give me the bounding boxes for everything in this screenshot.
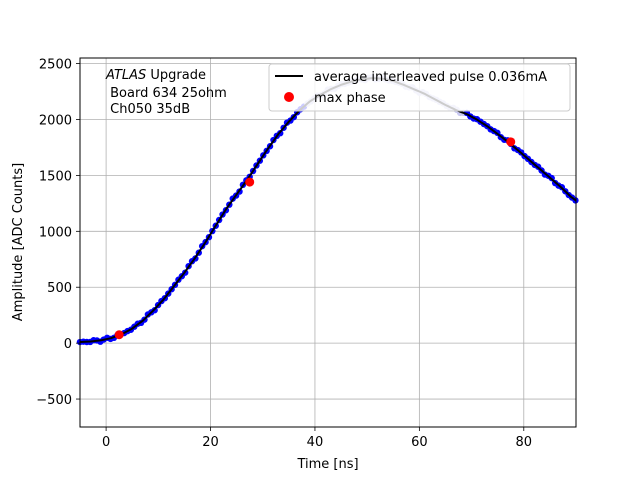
- annotation-line-3: Ch050 35dB: [106, 102, 190, 117]
- grid: [80, 58, 576, 427]
- max-phase-point: [245, 177, 255, 187]
- y-tick-label: 1000: [39, 225, 72, 240]
- y-tick-label: −500: [36, 393, 72, 408]
- x-tick-label: 60: [411, 435, 428, 450]
- y-tick-label: 0: [64, 337, 72, 352]
- x-tick-label: 0: [102, 435, 110, 450]
- plot-frame: [79, 57, 577, 428]
- legend-box: [268, 63, 571, 112]
- annotation-line-1: ATLAS Upgrade: [105, 68, 206, 83]
- legend: average interleaved pulse 0.036mA max ph…: [268, 63, 571, 112]
- x-tick-label: 80: [516, 435, 533, 450]
- legend-max-phase-label: max phase: [314, 91, 386, 106]
- y-axis-ticks: −500 0 500 1000 1500 2000 2500: [36, 58, 80, 408]
- annotation-line-2: Board 634 25ohm: [106, 86, 227, 101]
- x-axis-ticks: 0 20 40 60 80: [102, 427, 532, 450]
- annotation: ATLAS Upgrade Board 634 25ohm Ch050 35dB: [105, 68, 227, 117]
- x-tick-label: 40: [307, 435, 324, 450]
- y-tick-label: 1500: [39, 169, 72, 184]
- x-axis-label: Time [ns]: [296, 457, 358, 472]
- y-axis-label: Amplitude [ADC Counts]: [11, 163, 26, 321]
- y-tick-label: 2500: [39, 58, 72, 73]
- max-phase-point: [114, 330, 124, 340]
- annotation-upgrade: Upgrade: [146, 68, 206, 83]
- y-tick-label: 500: [47, 281, 72, 296]
- legend-max-phase-marker: [284, 92, 294, 102]
- annotation-atlas: ATLAS: [105, 68, 146, 83]
- max-phase-point: [506, 137, 516, 147]
- legend-curve-label: average interleaved pulse 0.036mA: [314, 70, 547, 85]
- x-tick-label: 20: [202, 435, 219, 450]
- max-phase-points: [114, 137, 516, 340]
- y-tick-label: 2000: [39, 114, 72, 129]
